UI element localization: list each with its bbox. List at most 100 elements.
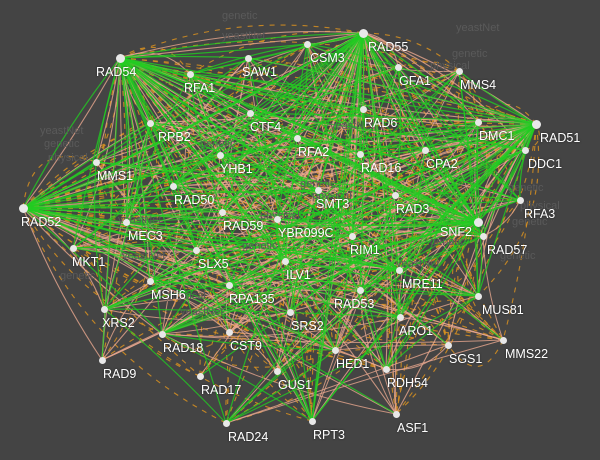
graph-node-mus81[interactable]	[474, 292, 482, 300]
graph-node-label-rad54[interactable]: RAD54	[96, 65, 137, 79]
graph-node-cst9[interactable]	[225, 328, 233, 336]
graph-node-dmc1[interactable]	[474, 118, 482, 126]
graph-node-rad52[interactable]	[18, 203, 28, 213]
graph-node-label-rim1[interactable]: RIM1	[350, 243, 380, 257]
graph-node-label-gus1[interactable]: GUS1	[278, 378, 313, 392]
graph-node-label-rad50[interactable]: RAD50	[174, 193, 215, 207]
graph-node-label-srs2[interactable]: SRS2	[291, 319, 324, 333]
graph-node-label-dmc1[interactable]: DMC1	[479, 129, 515, 143]
graph-node-label-rad55[interactable]: RAD55	[368, 40, 409, 54]
graph-node-gus1[interactable]	[273, 367, 281, 375]
graph-node-label-saw1[interactable]: SAW1	[242, 65, 277, 79]
graph-node-label-rad9[interactable]: RAD9	[103, 367, 137, 381]
graph-node-rad50[interactable]	[169, 182, 177, 190]
graph-node-label-asf1[interactable]: ASF1	[397, 421, 429, 435]
graph-node-label-ybr099c[interactable]: YBR099C	[278, 226, 334, 240]
graph-node-label-gfa1[interactable]: GFA1	[399, 74, 431, 88]
graph-node-msh6[interactable]	[146, 277, 154, 285]
graph-node-rad9[interactable]	[98, 356, 106, 364]
graph-node-mms1[interactable]	[92, 158, 100, 166]
graph-node-xrs2[interactable]	[100, 305, 108, 313]
graph-node-cpa2[interactable]	[421, 146, 429, 154]
graph-node-label-mms4[interactable]: MMS4	[460, 78, 497, 92]
graph-node-label-ilv1[interactable]: ILV1	[286, 268, 311, 282]
graph-node-label-mms22[interactable]: MMS22	[505, 347, 549, 361]
graph-node-label-rad6[interactable]: RAD6	[364, 116, 398, 130]
graph-node-label-ddc1[interactable]: DDC1	[528, 157, 563, 171]
graph-node-label-rfa3[interactable]: RFA3	[524, 207, 556, 221]
graph-node-label-rad52[interactable]: RAD52	[21, 215, 62, 229]
graph-node-label-snf2[interactable]: SNF2	[440, 225, 472, 239]
graph-node-label-rad17[interactable]: RAD17	[201, 383, 242, 397]
graph-node-label-mec3[interactable]: MEC3	[128, 229, 163, 243]
graph-node-label-rfa2[interactable]: RFA2	[298, 145, 330, 159]
graph-node-mms22[interactable]	[499, 336, 507, 344]
graph-node-rfa3[interactable]	[516, 196, 524, 204]
graph-node-label-rdh54[interactable]: RDH54	[387, 376, 428, 390]
graph-node-smt3[interactable]	[314, 186, 322, 194]
graph-node-label-csm3[interactable]: CSM3	[310, 51, 345, 65]
graph-node-ybr099c[interactable]	[273, 215, 281, 223]
graph-node-label-cst9[interactable]: CST9	[230, 339, 262, 353]
graph-node-rfa1[interactable]	[186, 70, 194, 78]
graph-node-ddc1[interactable]	[521, 146, 529, 154]
graph-node-rpb2[interactable]	[146, 119, 154, 127]
graph-node-rad57[interactable]	[479, 232, 487, 240]
graph-node-slx5[interactable]	[192, 246, 200, 254]
graph-node-label-rad16[interactable]: RAD16	[361, 161, 402, 175]
graph-node-label-mms1[interactable]: MMS1	[97, 169, 134, 183]
graph-node-rad16[interactable]	[356, 150, 364, 158]
graph-node-ctf4[interactable]	[246, 109, 254, 117]
graph-node-mec3[interactable]	[122, 218, 130, 226]
graph-node-rpa135[interactable]	[225, 281, 233, 289]
graph-node-label-rpa135[interactable]: RPA135	[229, 292, 275, 306]
graph-node-rad59[interactable]	[218, 208, 226, 216]
graph-node-rdh54[interactable]	[382, 365, 390, 373]
graph-node-rad54[interactable]	[115, 53, 125, 63]
graph-node-label-aro1[interactable]: ARO1	[399, 324, 434, 338]
graph-node-mkt1[interactable]	[69, 244, 77, 252]
graph-node-aro1[interactable]	[396, 313, 404, 321]
graph-node-rad53[interactable]	[356, 286, 364, 294]
graph-node-label-rad53[interactable]: RAD53	[334, 297, 375, 311]
graph-node-label-slx5[interactable]: SLX5	[198, 257, 229, 271]
graph-node-asf1[interactable]	[392, 410, 400, 418]
graph-node-label-rad24[interactable]: RAD24	[228, 430, 269, 444]
graph-node-hed1[interactable]	[331, 346, 339, 354]
graph-node-rad51[interactable]	[531, 119, 541, 129]
graph-node-label-sgs1[interactable]: SGS1	[449, 352, 483, 366]
graph-node-label-xrs2[interactable]: XRS2	[102, 316, 135, 330]
graph-node-label-ctf4[interactable]: CTF4	[250, 120, 282, 134]
graph-node-label-hed1[interactable]: HED1	[336, 357, 370, 371]
graph-node-rim1[interactable]	[348, 232, 356, 240]
graph-node-rfa2[interactable]	[293, 134, 301, 142]
graph-node-rad17[interactable]	[196, 372, 204, 380]
graph-node-label-mre11[interactable]: MRE11	[402, 277, 443, 291]
graph-node-label-rad3[interactable]: RAD3	[396, 202, 430, 216]
graph-node-csm3[interactable]	[303, 40, 311, 48]
graph-node-label-cpa2[interactable]: CPA2	[426, 157, 458, 171]
graph-node-saw1[interactable]	[244, 54, 252, 62]
graph-node-rad6[interactable]	[359, 105, 367, 113]
graph-node-ilv1[interactable]	[281, 257, 289, 265]
graph-node-label-mus81[interactable]: MUS81	[482, 303, 524, 317]
graph-node-rad18[interactable]	[158, 330, 166, 338]
graph-node-sgs1[interactable]	[444, 341, 452, 349]
graph-node-mms4[interactable]	[455, 67, 463, 75]
graph-node-label-rad59[interactable]: RAD59	[223, 219, 264, 233]
graph-node-label-yhb1[interactable]: YHB1	[220, 162, 253, 176]
graph-node-rpt3[interactable]	[308, 417, 316, 425]
graph-node-yhb1[interactable]	[216, 151, 224, 159]
graph-node-label-rpb2[interactable]: RPB2	[158, 130, 191, 144]
graph-node-label-msh6[interactable]: MSH6	[151, 288, 186, 302]
graph-node-rad55[interactable]	[358, 28, 368, 38]
graph-node-label-smt3[interactable]: SMT3	[316, 197, 350, 211]
graph-node-rad24[interactable]	[222, 419, 230, 427]
graph-node-gfa1[interactable]	[394, 63, 402, 71]
graph-node-label-mkt1[interactable]: MKT1	[72, 255, 106, 269]
graph-node-rad3[interactable]	[391, 191, 399, 199]
graph-node-snf2[interactable]	[473, 217, 483, 227]
graph-node-mre11[interactable]	[395, 266, 403, 274]
